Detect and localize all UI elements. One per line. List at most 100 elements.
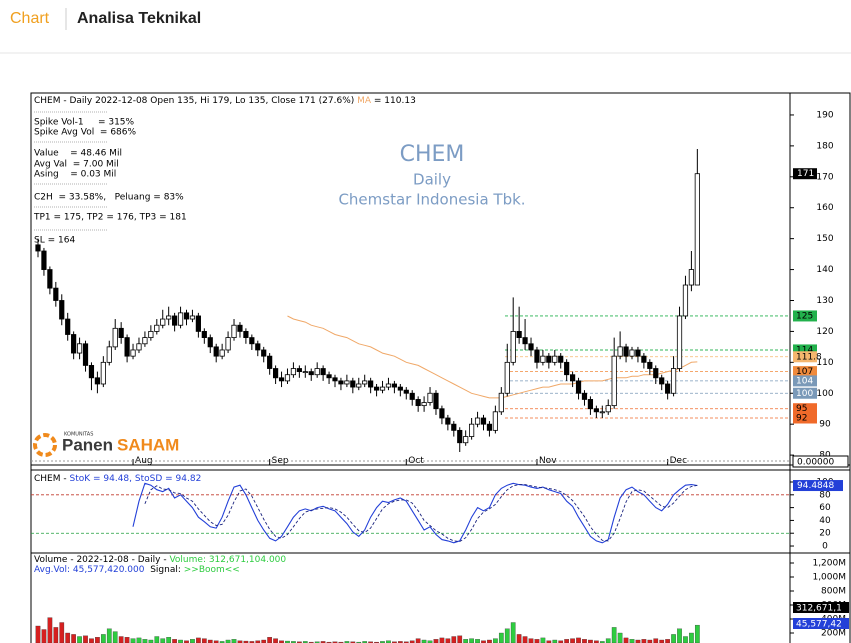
volume-bar [201,638,207,643]
level-box [793,344,817,356]
volume-bar [534,639,540,643]
volume-bar [605,638,611,643]
info-line: TP1 = 175, TP2 = 176, TP3 = 181 [33,213,187,223]
volume-bar [689,632,694,643]
candle-body [59,300,65,320]
candle-body [362,380,368,385]
volume-bar [641,639,647,643]
panel-title: Volume - 2022-12-08 - Daily - Volume: 31… [34,555,286,565]
volume-bar [59,622,65,643]
volume-bar [89,638,94,643]
box [793,602,849,613]
logo-small: KOMUNITAS [64,432,93,438]
candle-body [688,269,695,286]
candle-body [510,331,516,363]
candle-body [100,361,106,385]
candle-body [320,368,326,376]
candle-body [570,374,576,382]
volume-bar [582,639,587,643]
volume-bar [190,639,195,643]
candle-body [457,429,463,444]
candle-body [480,417,487,425]
volume-bar [463,639,469,643]
title-part: Signal: [144,565,183,575]
ma-line [287,315,698,399]
title-part: Avg.Vol: 45,577,420.000 [34,565,145,575]
y-tick-label: 140 [816,265,833,275]
volume-bar [35,625,41,643]
volume-bar [142,639,148,643]
y-tick-label: 160 [816,203,833,213]
y-tick-label: 1,000M [812,573,846,583]
candle-body [558,355,564,363]
candle-body [463,436,469,444]
info-line: C2H = 33.58%, Peluang = 83% [34,193,184,203]
level-box [793,366,817,378]
title-part: Volume - 2022-12-08 - Daily - [34,555,169,565]
candle-body [575,380,582,394]
volume-bar [106,628,112,643]
candle-body [379,386,386,391]
candle-body [694,173,700,286]
candle-body [302,371,308,374]
last-price-box [793,168,817,180]
candle-body [219,349,225,357]
candle-body [433,392,439,410]
volume-bar [172,639,177,643]
level-box [793,375,817,387]
volume-bar [65,632,71,643]
sto-plot [31,482,790,544]
volume-bar [510,622,516,643]
panel-title: CHEM - Daily 2022-12-08 Open 135, Hi 179… [34,96,416,106]
candle-body [552,355,558,363]
candle-body [522,337,528,345]
title-part: CHEM - [34,474,69,484]
candle-body [290,368,297,376]
volume-bar [445,638,451,643]
y-tick-label: 800M [821,587,846,597]
candle-body [243,331,249,338]
price-plot [35,148,790,453]
box-label: 45,577,42 [796,620,842,630]
volume-bar [623,637,629,643]
volume-bar [196,637,201,643]
candle-body [670,368,677,394]
level-label: 114 [796,345,813,355]
candle-body [391,383,398,388]
candle-body [587,399,594,410]
volume-bar [516,634,522,643]
watermark: CHEM [400,142,465,167]
candle-body [385,383,392,388]
candle-body [504,361,510,394]
last-price-label: 171 [797,169,814,179]
candle-body [564,361,570,376]
candle-body [344,380,350,385]
volume-bar [415,638,421,643]
candle-body [641,355,647,363]
candle-body [516,331,522,338]
volume-bar [493,638,498,643]
volume-bar [677,628,682,643]
volume-bar [694,624,700,643]
candle-body [617,346,623,357]
logo-icon [33,433,57,457]
candle-body [421,402,427,407]
y-tick-label: 200M [821,628,846,638]
y-tick-label: 1,200M [812,559,846,569]
candle-body [172,315,178,326]
candle-body [581,392,588,400]
volume-bar [522,636,528,643]
volume-bar [41,629,47,643]
level-box [793,403,817,415]
volume-bar [95,637,100,643]
candle-body [195,315,201,332]
level-label: 92 [796,413,807,423]
candle-body [451,423,457,431]
volume-plot [35,617,700,643]
volume-bar [451,636,457,643]
volume-bar [273,638,278,643]
candle-body [166,315,172,320]
bottom-label: 0.00000 [797,458,834,468]
volume-bar [124,637,130,643]
level-label: 125 [796,311,813,321]
